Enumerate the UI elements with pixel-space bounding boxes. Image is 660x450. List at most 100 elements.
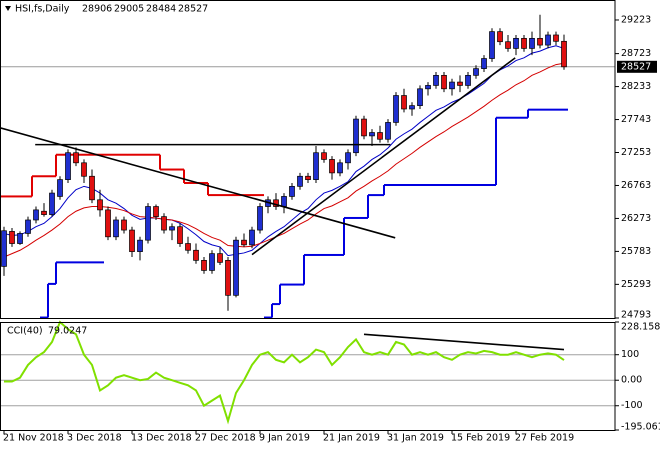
candle-body xyxy=(321,152,327,160)
candle-body xyxy=(281,196,287,207)
candle-body xyxy=(465,74,471,86)
candle-body xyxy=(249,229,255,246)
trendline xyxy=(0,127,396,239)
candle-body xyxy=(225,259,231,296)
candle-body xyxy=(193,249,199,261)
candle-body xyxy=(185,243,191,251)
candle-body xyxy=(449,81,455,90)
candle-body xyxy=(529,37,535,49)
candle-body xyxy=(137,239,143,252)
candle-body xyxy=(337,162,343,174)
candle-body xyxy=(177,226,183,244)
candle-body xyxy=(409,105,415,110)
candle-body xyxy=(209,253,215,271)
candle-body xyxy=(57,179,63,197)
candle-body xyxy=(169,226,175,231)
candle-body xyxy=(377,132,383,140)
x-tick-label: 21 Jan 2019 xyxy=(323,433,380,444)
candle-body xyxy=(457,81,463,86)
candle-body xyxy=(369,132,375,137)
candle-body xyxy=(353,118,359,154)
title-value: 28484 xyxy=(146,4,176,15)
title-value: 28906 xyxy=(82,4,112,15)
candle-body xyxy=(545,34,551,46)
candle-body xyxy=(41,210,47,215)
candle-body xyxy=(329,159,335,174)
y-tick-label: 24793 xyxy=(621,310,651,321)
y-tick-label: 29223 xyxy=(621,14,651,25)
candle-body xyxy=(129,229,135,252)
candle-body xyxy=(49,192,55,215)
y-tick-label: 27253 xyxy=(621,147,651,158)
panel-frame xyxy=(0,322,616,431)
last-price-box xyxy=(617,60,657,73)
candle-body xyxy=(553,34,559,42)
y-tick-label: -195.061 xyxy=(621,422,660,433)
indicator-line xyxy=(4,320,565,425)
trendline xyxy=(363,333,565,351)
title-value: 29005 xyxy=(114,4,144,15)
x-tick-label: 15 Feb 2019 xyxy=(451,433,510,444)
candle-body xyxy=(345,152,351,164)
candle-body xyxy=(361,118,367,137)
candle-body xyxy=(105,209,111,238)
y-tick-label: 0.00 xyxy=(621,375,642,386)
x-tick-label: 31 Jan 2019 xyxy=(387,433,444,444)
candle-body xyxy=(201,259,207,271)
candle-body xyxy=(9,231,15,244)
candle-body xyxy=(537,37,543,46)
x-tick-label: 13 Dec 2018 xyxy=(131,433,192,444)
candle-body xyxy=(313,152,319,180)
candle-body xyxy=(425,85,431,90)
candle-body xyxy=(513,37,519,49)
candle-body xyxy=(489,31,495,59)
y-tick-label: 25293 xyxy=(621,279,651,290)
candle-body xyxy=(473,68,479,76)
candle-body xyxy=(1,230,7,267)
x-tick-label: 27 Dec 2018 xyxy=(195,433,256,444)
candle-body xyxy=(25,219,31,234)
candle-body xyxy=(505,41,511,49)
title-value: 28527 xyxy=(178,4,208,15)
y-tick-label: 28723 xyxy=(621,48,651,59)
candle-body xyxy=(401,95,407,110)
candle-body xyxy=(33,209,39,221)
candle-body xyxy=(73,152,79,164)
candle-body xyxy=(121,219,127,231)
candle-body xyxy=(521,37,527,49)
y-tick-label: 27743 xyxy=(621,114,651,125)
indicator-value: 79.0247 xyxy=(48,326,87,337)
candle-body xyxy=(145,206,151,241)
candle-body xyxy=(257,206,263,231)
candle-body xyxy=(297,175,303,187)
chart-title: HSI,fs,Daily xyxy=(15,4,70,15)
candle-body xyxy=(17,233,23,244)
candle-body xyxy=(81,162,87,177)
candle-body xyxy=(289,185,295,197)
trendline xyxy=(251,57,516,256)
candle-body xyxy=(97,199,103,211)
candle-body xyxy=(393,95,399,123)
candle-body xyxy=(433,74,439,86)
candle-body xyxy=(441,74,447,90)
y-tick-label: 228.1588 xyxy=(621,322,660,333)
candle-body xyxy=(241,239,247,246)
moving-average xyxy=(3,45,565,257)
x-tick-label: 21 Nov 2018 xyxy=(3,433,64,444)
candle-body xyxy=(481,58,487,69)
candle-body xyxy=(65,152,71,180)
last-price-label: 28527 xyxy=(621,61,651,72)
y-tick-label: -100 xyxy=(621,400,643,411)
y-tick-label: 100 xyxy=(621,349,639,360)
menu-arrow xyxy=(5,6,11,11)
candle-body xyxy=(233,239,239,296)
candle-body xyxy=(113,219,119,238)
x-tick-label: 27 Feb 2019 xyxy=(515,433,574,444)
candle-body xyxy=(561,40,567,68)
candle-body xyxy=(417,88,423,106)
y-tick-label: 26273 xyxy=(621,213,651,224)
y-tick-label: 26763 xyxy=(621,180,651,191)
